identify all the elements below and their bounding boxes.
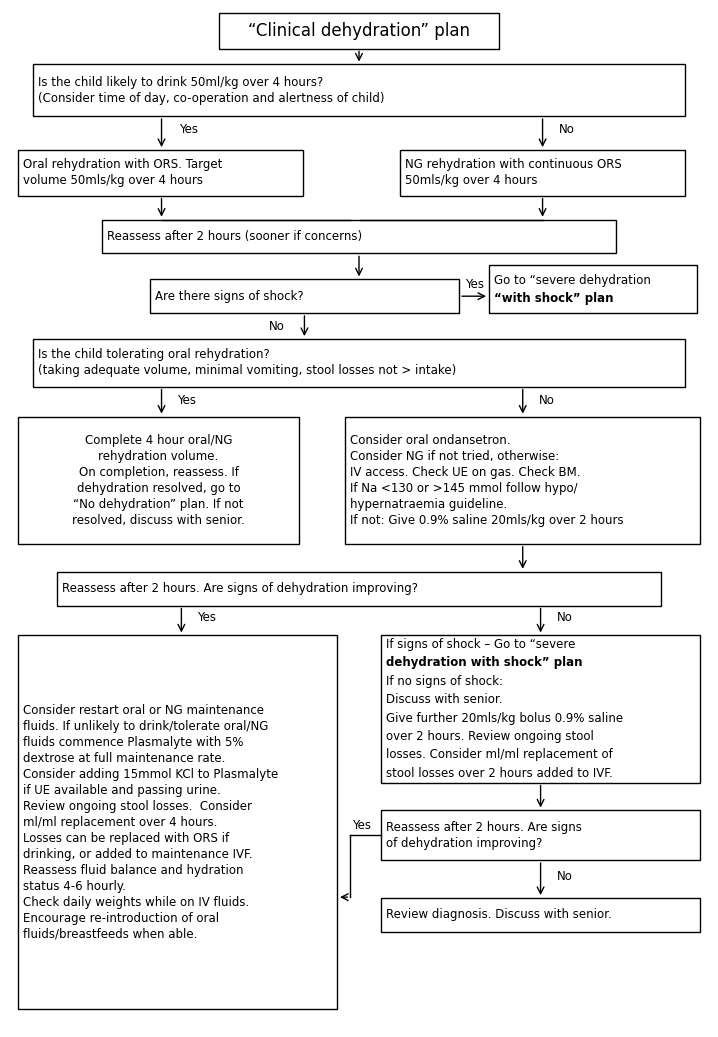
Text: Consider oral ondansetron.
Consider NG if not tried, otherwise:
IV access. Check: Consider oral ondansetron. Consider NG i… — [350, 433, 624, 527]
Text: Reassess after 2 hours (sooner if concerns): Reassess after 2 hours (sooner if concer… — [107, 230, 362, 243]
Bar — [400, 150, 686, 196]
Bar — [32, 339, 686, 387]
Bar — [219, 12, 499, 49]
Text: NG rehydration with continuous ORS
50mls/kg over 4 hours: NG rehydration with continuous ORS 50mls… — [405, 159, 621, 188]
Bar — [18, 150, 304, 196]
Bar — [18, 636, 337, 1009]
Bar — [102, 220, 616, 253]
Text: No: No — [559, 122, 574, 136]
Text: Complete 4 hour oral/NG
rehydration volume.
On completion, reassess. If
dehydrat: Complete 4 hour oral/NG rehydration volu… — [73, 433, 245, 527]
Text: Yes: Yes — [177, 394, 197, 408]
Bar — [57, 571, 661, 606]
Text: “with shock” plan: “with shock” plan — [494, 291, 613, 305]
Text: If no signs of shock:: If no signs of shock: — [386, 675, 503, 688]
Text: Yes: Yes — [352, 819, 371, 832]
Bar — [381, 898, 700, 932]
Text: stool losses over 2 hours added to IVF.: stool losses over 2 hours added to IVF. — [386, 767, 612, 780]
Text: Are there signs of shock?: Are there signs of shock? — [154, 289, 303, 303]
Text: Yes: Yes — [180, 122, 198, 136]
Bar — [149, 279, 460, 313]
Bar — [345, 417, 700, 543]
Text: dehydration with shock” plan: dehydration with shock” plan — [386, 656, 582, 670]
Text: No: No — [269, 319, 284, 333]
Text: No: No — [538, 394, 554, 408]
Text: Review diagnosis. Discuss with senior.: Review diagnosis. Discuss with senior. — [386, 908, 612, 921]
Text: Is the child tolerating oral rehydration?
(taking adequate volume, minimal vomit: Is the child tolerating oral rehydration… — [37, 348, 456, 377]
Bar — [32, 64, 686, 116]
Text: Yes: Yes — [197, 611, 216, 624]
Text: Discuss with senior.: Discuss with senior. — [386, 694, 503, 706]
Text: No: No — [556, 870, 572, 882]
Text: over 2 hours. Review ongoing stool: over 2 hours. Review ongoing stool — [386, 730, 594, 744]
Text: Reassess after 2 hours. Are signs of dehydration improving?: Reassess after 2 hours. Are signs of deh… — [62, 582, 419, 595]
Text: Reassess after 2 hours. Are signs
of dehydration improving?: Reassess after 2 hours. Are signs of deh… — [386, 821, 582, 849]
Text: Consider restart oral or NG maintenance
fluids. If unlikely to drink/tolerate or: Consider restart oral or NG maintenance … — [23, 704, 278, 941]
Text: “Clinical dehydration” plan: “Clinical dehydration” plan — [248, 22, 470, 39]
Bar — [381, 636, 700, 783]
Bar — [381, 811, 700, 860]
Text: Yes: Yes — [465, 278, 484, 290]
Text: If signs of shock – Go to “severe: If signs of shock – Go to “severe — [386, 638, 575, 651]
Text: Give further 20mls/kg bolus 0.9% saline: Give further 20mls/kg bolus 0.9% saline — [386, 711, 623, 725]
Text: No: No — [556, 611, 572, 624]
Bar — [489, 265, 697, 313]
Text: losses. Consider ml/ml replacement of: losses. Consider ml/ml replacement of — [386, 749, 612, 761]
Text: Is the child likely to drink 50ml/kg over 4 hours?
(Consider time of day, co-ope: Is the child likely to drink 50ml/kg ove… — [37, 76, 384, 105]
Bar — [18, 417, 299, 543]
Text: Go to “severe dehydration: Go to “severe dehydration — [494, 274, 651, 287]
Text: Oral rehydration with ORS. Target
volume 50mls/kg over 4 hours: Oral rehydration with ORS. Target volume… — [23, 159, 222, 188]
